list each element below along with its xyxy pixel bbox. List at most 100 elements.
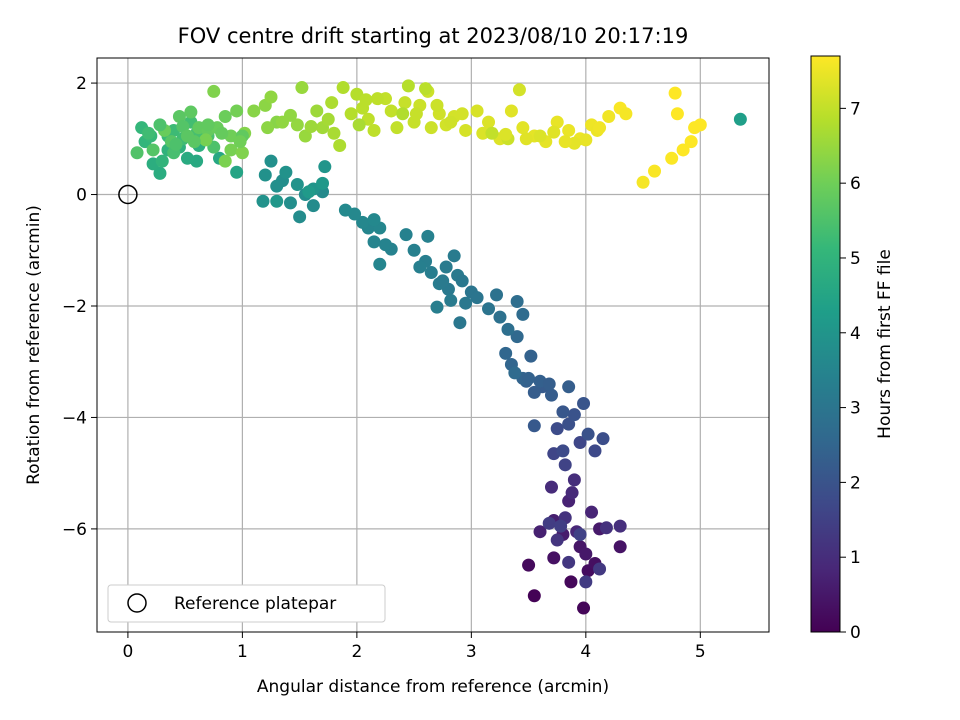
data-point [567, 408, 581, 422]
data-point [684, 135, 698, 149]
data-point [493, 310, 507, 324]
y-tick-label: −6 [62, 520, 87, 540]
data-point [430, 300, 444, 314]
data-point [613, 540, 627, 554]
data-point [359, 93, 373, 107]
data-point [577, 397, 591, 411]
data-point [304, 120, 318, 134]
data-point [508, 366, 522, 380]
data-point [556, 444, 570, 458]
data-point [516, 121, 530, 135]
data-point [413, 260, 427, 274]
data-point [579, 133, 593, 147]
data-point [693, 118, 707, 132]
data-point [172, 110, 186, 124]
data-point [619, 107, 633, 121]
data-point [396, 107, 410, 121]
data-point [588, 444, 602, 458]
data-point [155, 154, 169, 168]
y-tick-label: −4 [62, 408, 87, 428]
data-point [261, 121, 275, 135]
data-point [524, 349, 538, 363]
data-point [306, 199, 320, 213]
data-point [169, 137, 183, 151]
data-point [554, 519, 568, 533]
x-tick-label: 0 [122, 642, 133, 662]
x-axis-ticks: 0 1 2 3 4 5 [122, 632, 706, 662]
data-point [327, 126, 341, 140]
data-point [199, 133, 213, 147]
data-point [482, 302, 496, 316]
x-tick-label: 5 [695, 642, 706, 662]
data-point [310, 104, 324, 118]
data-point [230, 104, 244, 118]
data-point [218, 110, 232, 124]
data-point [573, 527, 587, 541]
data-point [510, 330, 524, 344]
data-point [542, 516, 556, 530]
data-point [455, 107, 469, 121]
data-point [516, 307, 530, 321]
data-point [499, 127, 513, 141]
data-point [373, 257, 387, 271]
x-tick-label: 3 [466, 642, 477, 662]
data-point [522, 371, 536, 385]
data-point [733, 112, 747, 126]
reference-platepar-marker [118, 184, 138, 205]
data-point [533, 129, 547, 143]
data-point [544, 388, 558, 402]
data-point [153, 166, 167, 180]
data-point [430, 98, 444, 112]
data-point [567, 473, 581, 487]
data-point [501, 322, 515, 336]
data-point [318, 160, 332, 174]
colorbar-tick-label: 4 [850, 324, 861, 344]
data-point [522, 558, 536, 572]
data-point [384, 104, 398, 118]
data-point [550, 533, 564, 547]
data-point [352, 118, 366, 132]
data-point [283, 196, 297, 210]
data-point [573, 436, 587, 450]
data-point [455, 274, 469, 288]
data-point [579, 575, 593, 589]
data-point [585, 505, 599, 519]
colorbar-tick-label: 6 [850, 174, 861, 194]
colorbar-tick-label: 0 [850, 623, 861, 643]
data-point [485, 126, 499, 140]
data-points [130, 79, 747, 615]
data-point [499, 346, 513, 360]
data-point [264, 90, 278, 104]
data-point [542, 377, 556, 391]
legend-box [107, 584, 386, 623]
data-point [367, 213, 381, 227]
data-point [235, 146, 249, 160]
data-point [593, 562, 607, 576]
data-point [470, 291, 484, 305]
data-point [447, 249, 461, 263]
colorbar-tick-label: 1 [850, 548, 861, 568]
data-point [215, 126, 229, 140]
data-point [333, 138, 347, 152]
data-point [670, 107, 684, 121]
data-point [527, 385, 541, 399]
data-point [424, 266, 438, 280]
legend-label: Reference platepar [174, 594, 336, 614]
data-point [550, 422, 564, 436]
data-point [247, 104, 261, 118]
data-point [459, 296, 473, 310]
data-point [153, 118, 167, 132]
data-point [256, 194, 270, 208]
data-point [547, 551, 561, 565]
y-tick-label: −2 [62, 297, 87, 317]
data-point [338, 203, 352, 217]
data-point [295, 81, 309, 95]
data-point [370, 92, 384, 106]
data-point [399, 228, 413, 242]
data-point [550, 115, 564, 129]
data-point [325, 96, 339, 110]
data-point [321, 112, 335, 126]
legend: Reference platepar [107, 584, 386, 623]
data-point [519, 132, 533, 146]
data-point [444, 115, 458, 129]
